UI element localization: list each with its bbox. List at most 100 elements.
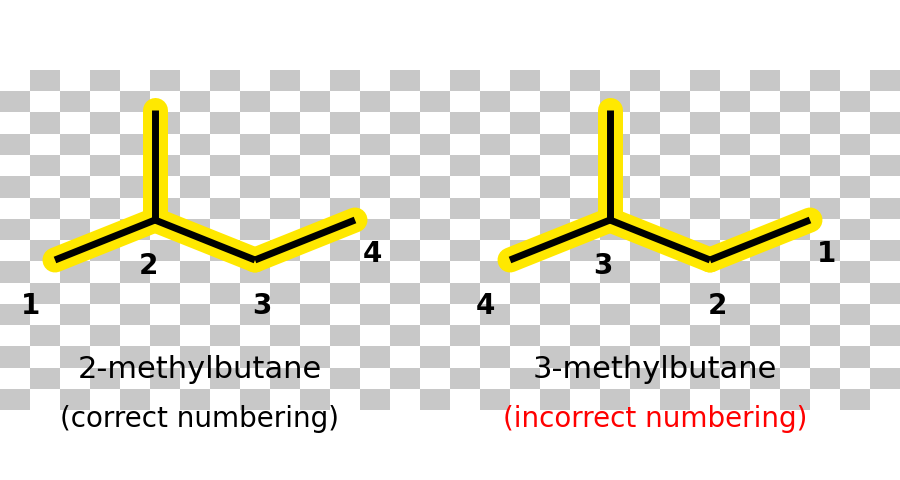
Bar: [450, 112, 480, 134]
Bar: [750, 70, 780, 91]
Bar: [360, 261, 390, 283]
Bar: [360, 91, 390, 112]
Bar: [390, 304, 420, 325]
Bar: [840, 112, 870, 134]
Bar: [270, 49, 300, 70]
Bar: [480, 368, 510, 389]
Bar: [750, 155, 780, 176]
Bar: [660, 176, 690, 197]
Bar: [630, 368, 660, 389]
Bar: [120, 389, 150, 410]
Bar: [510, 346, 540, 368]
Bar: [420, 155, 450, 176]
Bar: [120, 304, 150, 325]
Bar: [150, 219, 180, 240]
Bar: [720, 283, 750, 304]
Bar: [0, 197, 30, 219]
Bar: [150, 261, 180, 283]
Bar: [180, 219, 210, 240]
Bar: [120, 49, 150, 70]
Bar: [330, 70, 360, 91]
Bar: [720, 49, 750, 70]
Bar: [840, 219, 870, 240]
Bar: [210, 304, 240, 325]
Bar: [600, 219, 630, 240]
Bar: [420, 389, 450, 410]
Bar: [360, 240, 390, 261]
Bar: [0, 112, 30, 134]
Bar: [180, 304, 210, 325]
Bar: [240, 134, 270, 155]
Bar: [60, 155, 90, 176]
Bar: [690, 176, 720, 197]
Bar: [600, 112, 630, 134]
Bar: [0, 261, 30, 283]
Bar: [360, 70, 390, 91]
Bar: [870, 240, 900, 261]
Bar: [630, 261, 660, 283]
Bar: [690, 240, 720, 261]
Bar: [840, 325, 870, 346]
Bar: [210, 346, 240, 368]
Bar: [630, 325, 660, 346]
Bar: [330, 261, 360, 283]
Bar: [390, 134, 420, 155]
Bar: [240, 283, 270, 304]
Bar: [90, 219, 120, 240]
Bar: [30, 91, 60, 112]
Bar: [360, 346, 390, 368]
Bar: [750, 304, 780, 325]
Bar: [390, 112, 420, 134]
Bar: [540, 91, 570, 112]
Bar: [270, 176, 300, 197]
Bar: [510, 325, 540, 346]
Bar: [630, 240, 660, 261]
Text: 1: 1: [817, 240, 837, 268]
Bar: [300, 91, 330, 112]
Bar: [60, 261, 90, 283]
Bar: [390, 389, 420, 410]
Bar: [840, 304, 870, 325]
Bar: [210, 134, 240, 155]
Bar: [420, 346, 450, 368]
Bar: [660, 240, 690, 261]
Bar: [720, 197, 750, 219]
Bar: [60, 91, 90, 112]
Bar: [180, 325, 210, 346]
Bar: [120, 91, 150, 112]
Bar: [360, 134, 390, 155]
Bar: [630, 112, 660, 134]
Bar: [390, 240, 420, 261]
Bar: [450, 134, 480, 155]
Bar: [30, 49, 60, 70]
Bar: [690, 70, 720, 91]
Bar: [810, 112, 840, 134]
Bar: [600, 70, 630, 91]
Bar: [90, 325, 120, 346]
Bar: [540, 368, 570, 389]
Bar: [180, 134, 210, 155]
Bar: [0, 346, 30, 368]
Bar: [480, 261, 510, 283]
Bar: [180, 240, 210, 261]
Bar: [60, 112, 90, 134]
Bar: [450, 261, 480, 283]
Bar: [210, 49, 240, 70]
Bar: [510, 368, 540, 389]
Bar: [570, 389, 600, 410]
Bar: [630, 283, 660, 304]
Bar: [660, 70, 690, 91]
Bar: [690, 325, 720, 346]
Bar: [690, 346, 720, 368]
Bar: [870, 283, 900, 304]
Bar: [390, 346, 420, 368]
Bar: [870, 346, 900, 368]
Bar: [0, 91, 30, 112]
Bar: [810, 197, 840, 219]
Bar: [330, 368, 360, 389]
Bar: [300, 389, 330, 410]
Bar: [420, 70, 450, 91]
Bar: [270, 197, 300, 219]
Bar: [600, 261, 630, 283]
Bar: [420, 261, 450, 283]
